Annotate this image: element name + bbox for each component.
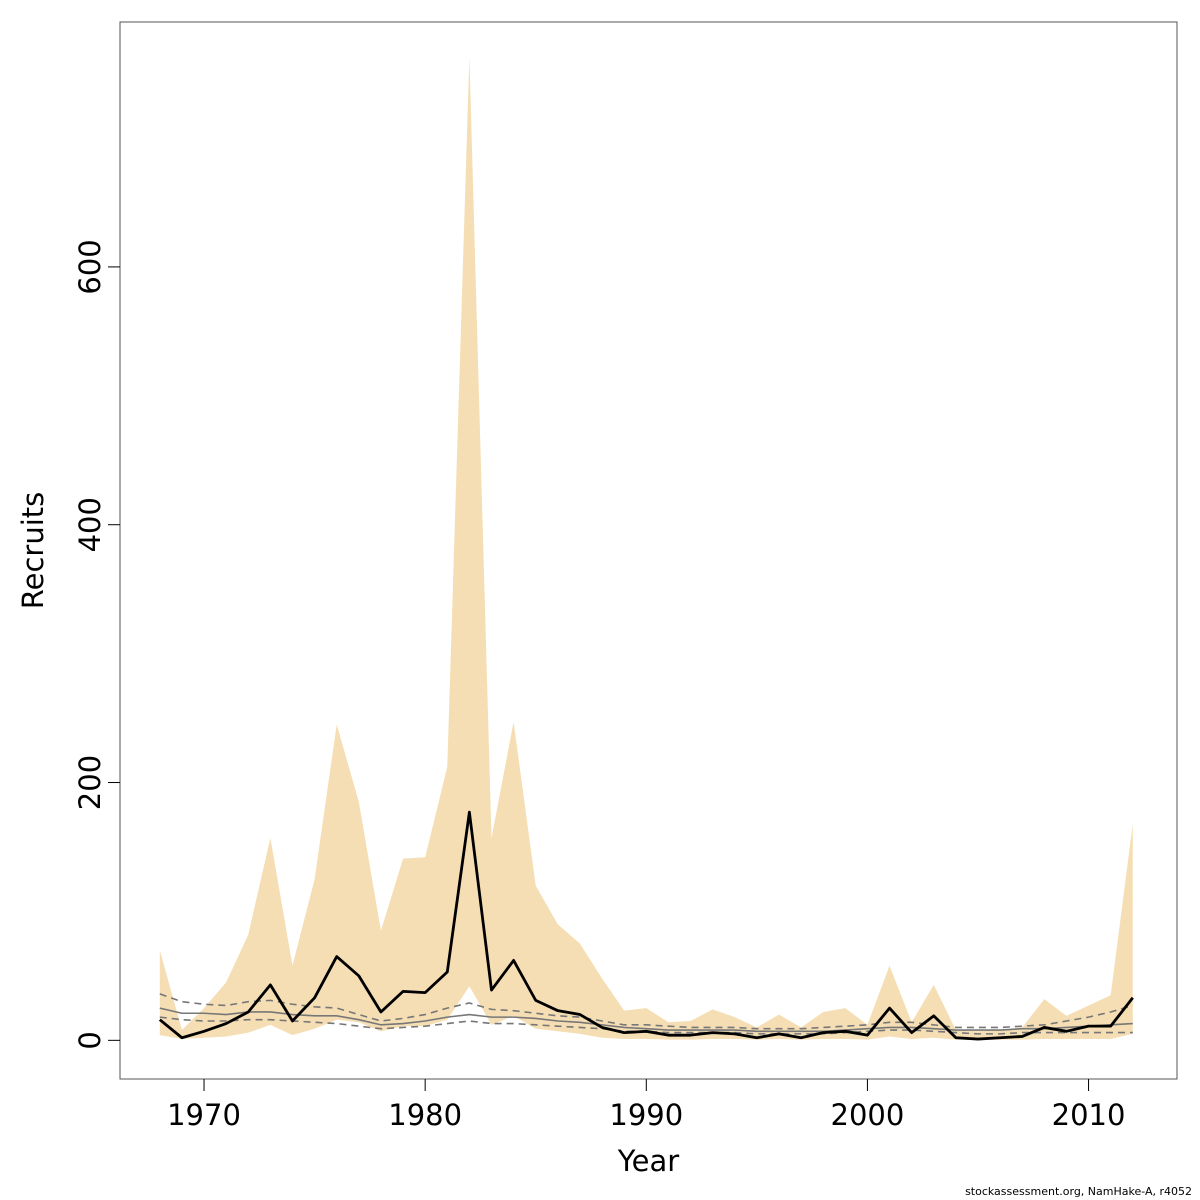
- plot-frame: [119, 21, 1178, 1080]
- y-tick-label: 400: [73, 497, 107, 552]
- x-tick-label: 2010: [1052, 1098, 1126, 1132]
- series-lines-layer: [158, 810, 1134, 1041]
- x-tick-label: 1970: [167, 1098, 241, 1132]
- y-tick-label: 200: [73, 755, 107, 810]
- median-line: [159, 1007, 1133, 1033]
- x-axis: 1970 1980 1990 2000 2010: [167, 1079, 1125, 1132]
- confidence-band: [159, 56, 1133, 1040]
- lower-quantile-line: [159, 1016, 1133, 1035]
- y-axis-title: Recruits: [16, 492, 50, 609]
- confidence-band-layer: [159, 56, 1133, 1040]
- source-credit: stockassessment.org, NamHake-A, r4052: [965, 1185, 1192, 1198]
- x-tick-label: 1980: [388, 1098, 462, 1132]
- upper-quantile-line: [159, 993, 1133, 1030]
- y-tick-label: 0: [73, 1031, 107, 1049]
- recruits-estimate-line: [158, 810, 1134, 1041]
- y-tick-label: 600: [73, 239, 107, 294]
- x-axis-title: Year: [617, 1144, 679, 1178]
- x-tick-label: 1990: [609, 1098, 683, 1132]
- y-axis: 0 200 400 600: [73, 239, 120, 1050]
- x-tick-label: 2000: [831, 1098, 905, 1132]
